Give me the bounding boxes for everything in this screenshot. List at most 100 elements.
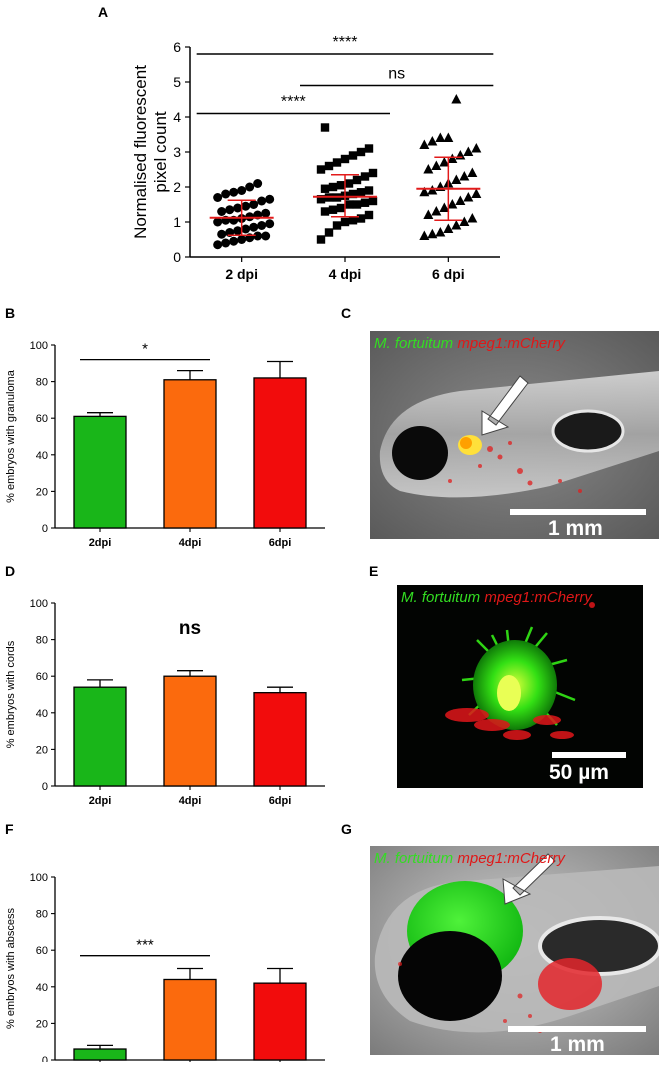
x-tick-label-d: 4dpi: [179, 795, 202, 807]
data-point-6dpi: [435, 132, 446, 142]
panel-letter-c: C: [341, 305, 351, 321]
data-point-2dpi: [253, 231, 263, 241]
data-point-4dpi: [340, 217, 350, 227]
micrograph-c: M. fortuitum mpeg1:mCherry 1 mm: [370, 331, 659, 539]
data-point-6dpi: [451, 94, 462, 104]
data-point-4dpi: [348, 189, 358, 199]
caption-g: M. fortuitum mpeg1:mCherry: [374, 850, 565, 867]
data-point-2dpi: [213, 217, 223, 227]
caption-c: M. fortuitum mpeg1:mCherry: [374, 335, 565, 352]
scale-text-g: 1 mm: [550, 1033, 605, 1055]
y-tick-label-a: 1: [173, 214, 181, 230]
panel-letter-e: E: [369, 563, 378, 579]
data-point-2dpi: [229, 187, 239, 197]
data-point-6dpi: [463, 192, 474, 202]
y-tick-label-a: 2: [173, 179, 181, 195]
data-point-4dpi: [332, 158, 342, 167]
data-point-2dpi: [221, 189, 231, 199]
data-point-4dpi: [328, 205, 338, 214]
data-point-2dpi: [253, 179, 263, 188]
data-point-4dpi: [360, 198, 370, 207]
y-axis-label-line-a: pixel count: [151, 111, 170, 193]
significance-label-a: ns: [388, 66, 405, 83]
y-tick-label-f: 60: [36, 945, 48, 957]
data-point-4dpi: [328, 182, 338, 192]
data-point-4dpi: [324, 161, 334, 171]
y-axis-label-line-a: Normalised fluorescent: [131, 65, 150, 239]
y-tick-label-b: 40: [36, 450, 48, 462]
x-tick-label-a: 6 dpi: [432, 266, 465, 282]
species-label-g: M. fortuitum: [374, 850, 454, 867]
x-tick-label-a: 4 dpi: [329, 266, 362, 282]
data-point-2dpi: [245, 212, 255, 222]
x-tick-label-b: 2dpi: [89, 537, 112, 549]
data-point-4dpi: [336, 181, 346, 190]
data-point-4dpi: [348, 216, 358, 225]
scale-text-e: 50 µm: [549, 761, 609, 784]
y-tick-label-d: 40: [36, 708, 48, 720]
significance-label-a: ****: [281, 94, 306, 111]
bar-f-6dpi: [253, 982, 307, 1061]
data-point-2dpi: [213, 240, 223, 250]
data-point-6dpi: [455, 195, 466, 205]
data-point-6dpi: [419, 230, 430, 240]
y-tick-label-f: 0: [42, 1055, 48, 1062]
data-point-2dpi: [249, 200, 259, 209]
bar-chart-b: 0 20 40 60 80 100 2dpi 4dpi 6dpi % embryos with g…: [5, 340, 325, 549]
y-tick-label-d: 60: [36, 671, 48, 683]
data-point-6dpi: [431, 160, 442, 170]
larva-image-g: [370, 846, 659, 1055]
data-point-2dpi: [265, 219, 275, 229]
data-point-4dpi: [356, 188, 366, 197]
species-label-e: M. fortuitum: [401, 589, 481, 606]
x-tick-label-d: 2dpi: [89, 795, 112, 807]
data-point-4dpi: [324, 228, 334, 237]
data-point-6dpi: [427, 136, 438, 146]
data-point-2dpi: [245, 182, 255, 192]
data-point-6dpi: [419, 186, 430, 197]
data-point-2dpi: [233, 203, 243, 213]
data-point-4dpi: [320, 207, 330, 216]
scale-bar-e: [552, 752, 626, 758]
data-point-6dpi: [427, 228, 438, 239]
data-point-6dpi: [447, 153, 458, 163]
data-point-4dpi: [348, 151, 358, 160]
data-point-2dpi: [217, 207, 227, 216]
data-point-6dpi: [423, 164, 434, 174]
y-tick-label-a: 0: [173, 249, 181, 265]
data-point-4dpi: [368, 196, 378, 206]
data-point-4dpi: [316, 165, 326, 174]
significance-label-f: ***: [136, 937, 154, 954]
y-tick-label-b: 0: [42, 523, 48, 535]
reporter-label-e: mpeg1:mCherry: [484, 589, 592, 606]
data-point-6dpi: [471, 143, 482, 153]
data-point-4dpi: [352, 175, 362, 185]
bar-b-6dpi: [253, 377, 307, 529]
data-point-2dpi: [233, 226, 243, 236]
scatter-chart-a: 0 1 2 3 4 5 6 2 dpi 4 dpi 6 dpi Normalised fluores…: [131, 34, 500, 282]
data-point-2dpi: [261, 231, 271, 241]
scale-text-c: 1 mm: [548, 517, 603, 539]
y-tick-label-d: 100: [30, 598, 48, 610]
bar-b-2dpi: [73, 415, 127, 529]
bar-d-4dpi: [163, 675, 217, 787]
data-point-2dpi: [241, 201, 251, 211]
data-point-4dpi: [344, 179, 354, 188]
data-point-4dpi: [360, 172, 370, 181]
reporter-label-g: mpeg1:mCherry: [457, 850, 565, 867]
annotation-d: ns: [179, 618, 201, 639]
y-axis-label-d: % embryos with cords: [5, 640, 17, 748]
data-point-6dpi: [451, 220, 462, 230]
data-point-6dpi: [459, 171, 470, 181]
data-point-4dpi: [368, 168, 378, 178]
x-tick-label-b: 6dpi: [269, 537, 292, 549]
data-point-2dpi: [261, 208, 271, 218]
data-point-6dpi: [463, 146, 474, 156]
data-point-4dpi: [344, 200, 354, 209]
data-point-2dpi: [229, 236, 239, 246]
y-tick-label-a: 4: [173, 109, 181, 125]
data-point-6dpi: [447, 199, 458, 209]
y-tick-label-d: 20: [36, 744, 48, 756]
bar-d-6dpi: [253, 692, 307, 787]
bar-b-4dpi: [163, 379, 217, 529]
